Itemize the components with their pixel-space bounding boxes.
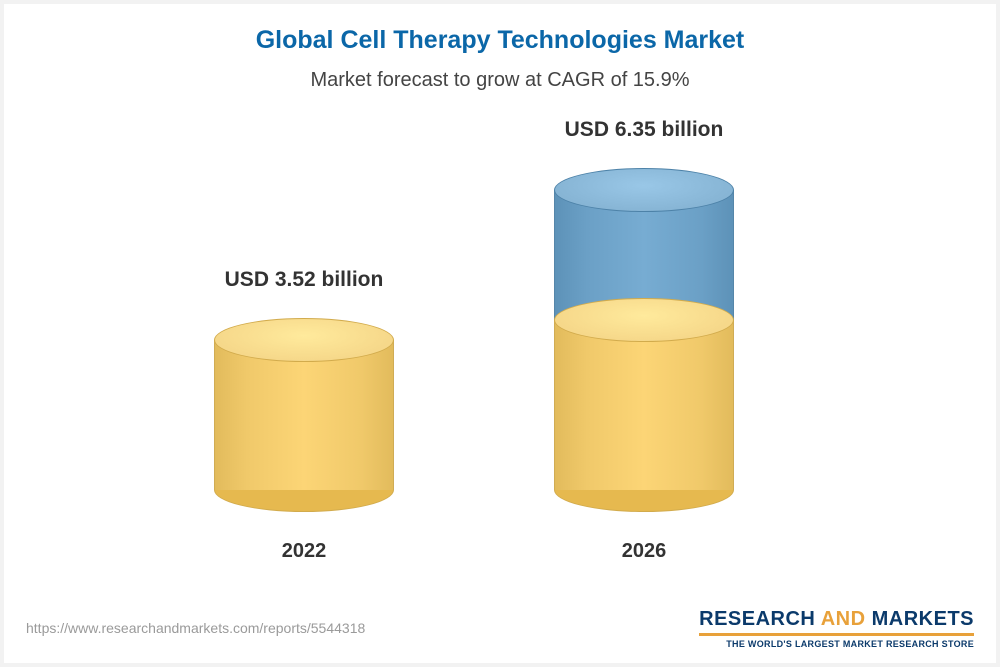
logo-word-markets: MARKETS [872,608,974,630]
bar-2026: USD 6.35 billion 2026 [544,118,744,563]
logo-text: RESEARCH AND MARKETS [699,608,974,631]
logo-word-and: AND [821,608,866,630]
cylinder-mid-ellipse [554,298,734,342]
cylinder-body [214,340,394,490]
logo-word-research: RESEARCH [699,608,815,630]
infographic-canvas: Global Cell Therapy Technologies Market … [4,4,996,663]
bar-2026-value: USD 6.35 billion [534,118,754,142]
footer: https://www.researchandmarkets.com/repor… [4,603,996,663]
brand-logo: RESEARCH AND MARKETS THE WORLD'S LARGEST… [699,608,974,649]
source-url: https://www.researchandmarkets.com/repor… [26,620,365,636]
chart-title: Global Cell Therapy Technologies Market [4,4,996,55]
logo-tagline: THE WORLD'S LARGEST MARKET RESEARCH STOR… [699,633,974,649]
bar-2022-value: USD 3.52 billion [194,268,414,292]
chart-subtitle: Market forecast to grow at CAGR of 15.9% [4,69,996,92]
cylinder-top [214,318,394,362]
cylinder-2022 [214,318,394,512]
bar-2022: USD 3.52 billion 2022 [204,268,404,563]
cylinder-2026 [554,168,734,512]
chart-area: USD 3.52 billion 2022 USD 6.35 billion 2… [4,124,996,583]
bar-2026-year: 2026 [544,540,744,563]
cylinder-body-lower [554,320,734,490]
cylinder-top-upper [554,168,734,212]
bar-2022-year: 2022 [204,540,404,563]
